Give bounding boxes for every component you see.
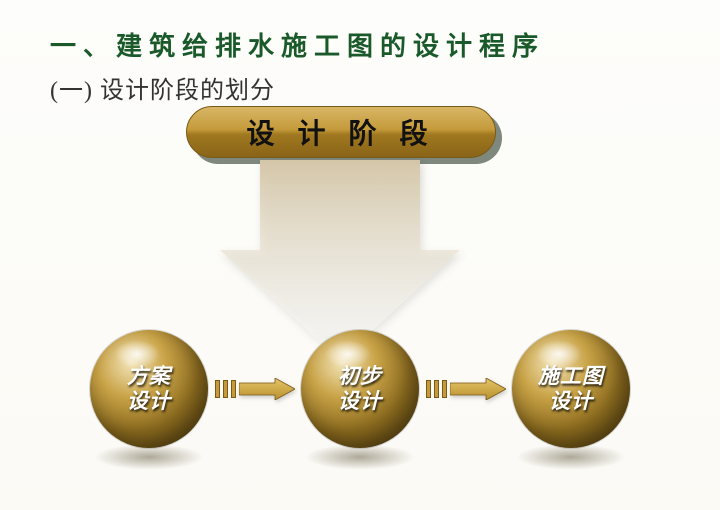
arrow-right-icon bbox=[239, 378, 295, 400]
node-1-line2: 设计 bbox=[127, 389, 171, 414]
flow-row: 方案 设计 初步 设计 bbox=[90, 330, 630, 448]
connector-2 bbox=[426, 374, 506, 404]
connector-1 bbox=[215, 374, 295, 404]
node-2: 初步 设计 bbox=[301, 330, 419, 448]
main-title: 一、建筑给排水施工图的设计程序 bbox=[50, 26, 545, 63]
node-1-line1: 方案 bbox=[127, 364, 171, 389]
node-2-line2: 设计 bbox=[338, 389, 382, 414]
node-3-line1: 施工图 bbox=[538, 364, 604, 389]
subtitle: (一) 设计阶段的划分 bbox=[50, 70, 275, 105]
arrow-right-icon bbox=[450, 378, 506, 400]
stage-pill: 设 计 阶 段 bbox=[186, 106, 496, 158]
node-3-line2: 设计 bbox=[549, 389, 593, 414]
node-3: 施工图 设计 bbox=[512, 330, 630, 448]
node-2-line1: 初步 bbox=[338, 364, 382, 389]
node-1: 方案 设计 bbox=[90, 330, 208, 448]
stage-pill-label: 设 计 阶 段 bbox=[246, 112, 435, 152]
